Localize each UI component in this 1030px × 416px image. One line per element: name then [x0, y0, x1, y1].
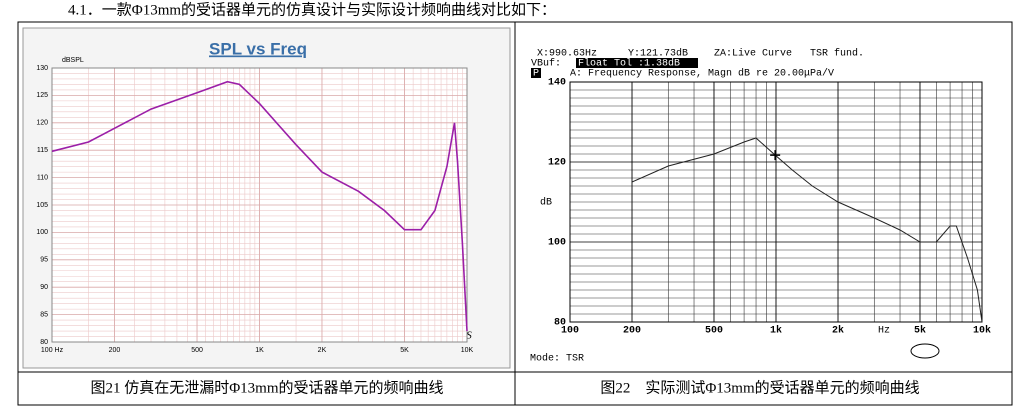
x-tick-label: 500 — [191, 347, 203, 354]
heading: 4.1．一款Φ13mm的受话器单元的仿真设计与实际设计频响曲线对比如下： — [68, 0, 556, 18]
line — [51, 80, 468, 332]
curve-label: A: Frequency Response, Magn dB re 20.00μ… — [570, 68, 834, 80]
y-tick-label: 95 — [40, 257, 48, 264]
y-tick-label: 120 — [548, 158, 566, 169]
readout: ZA:Live Curve — [714, 48, 792, 60]
plot-frame — [51, 67, 468, 343]
y-tick-label: 85 — [40, 311, 48, 318]
y-tick-label: 125 — [36, 92, 48, 99]
y-label: dBSPL — [62, 57, 84, 64]
x-tick-label: 200 — [109, 347, 121, 354]
x-tick-label: 100 Hz — [41, 347, 64, 354]
y-tick-label: 120 — [36, 120, 48, 127]
mode: Mode: TSR — [530, 353, 584, 365]
x-tick-label: 2K — [318, 347, 327, 354]
vbuf: VBuf: — [531, 58, 561, 70]
x-tick-label: 5K — [400, 347, 409, 354]
x-tick-label: 1K — [255, 347, 264, 354]
logo-icon — [910, 343, 940, 359]
x-tick-label: 200 — [623, 326, 641, 337]
chart-title: SPL vs Freq — [209, 39, 307, 58]
line — [631, 137, 983, 323]
readout: X:990.63Hz — [537, 49, 597, 60]
caption: 图22 实际测试Φ13mm的受话器单元的频响曲线 — [600, 379, 919, 396]
float-tol: Float Tol :1.38dB — [578, 58, 680, 70]
y-tick-label: 110 — [37, 174, 48, 181]
x-tick-label: 1k — [770, 325, 782, 337]
y-tick-label: 80 — [554, 318, 566, 329]
y-tick-label: 80 — [40, 339, 48, 346]
y-tick-label: 105 — [36, 202, 48, 209]
p-box — [531, 68, 541, 78]
y-tick-label: 100 — [36, 229, 48, 236]
x-tick-label: 5k — [914, 325, 926, 337]
x-tick-label: 2k — [832, 325, 844, 337]
tol-box — [576, 58, 698, 68]
x-tick-label: 10k — [973, 325, 991, 337]
readout: Y:121.73dB — [628, 48, 688, 60]
y-tick-label: 115 — [37, 147, 48, 154]
cursor — [770, 150, 781, 161]
y-label: dB — [540, 197, 552, 209]
y-tick-label: 130 — [36, 65, 48, 72]
x-tick-label: 100 — [561, 326, 579, 337]
y-tick-label: 100 — [548, 238, 566, 249]
plot-frame — [569, 81, 983, 323]
p-label: P — [533, 69, 539, 80]
x-tick-label: 500 — [705, 326, 723, 337]
y-tick-label: 90 — [40, 284, 48, 291]
readout: TSR fund. — [810, 48, 864, 60]
x-unit: Hz — [878, 326, 890, 337]
x-tick-label: 10K — [461, 347, 474, 354]
y-tick-label: 140 — [548, 78, 566, 89]
caption: 图21 仿真在无泄漏时Φ13mm的受话器单元的频响曲线 — [90, 378, 443, 396]
